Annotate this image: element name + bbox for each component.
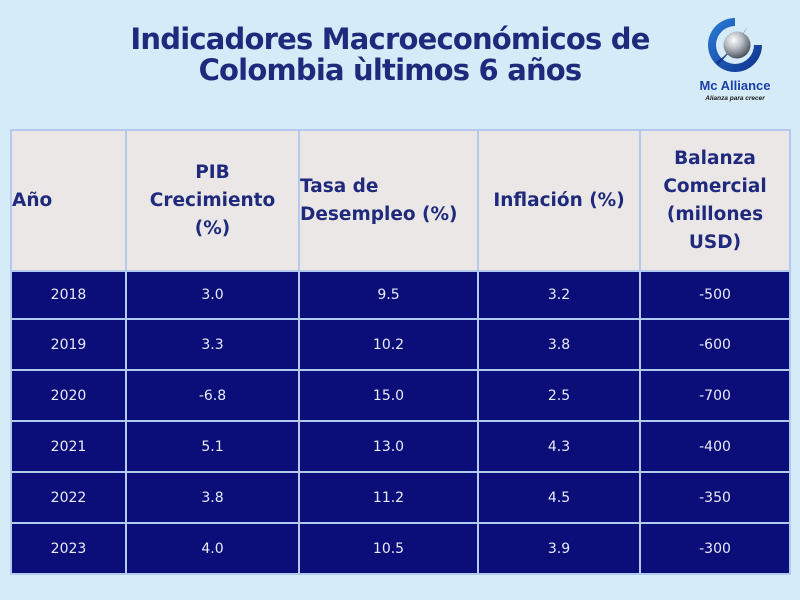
page-title-line-1: Indicadores Macroeconómicos de xyxy=(130,22,650,56)
logo-tagline: Alianza para crecer xyxy=(705,95,765,102)
cell-year: 2018 xyxy=(10,270,127,320)
cell-gdp-growth: 3.3 xyxy=(125,318,300,371)
cell-year: 2023 xyxy=(10,522,127,575)
cell-year: 2021 xyxy=(10,420,127,473)
cell-gdp-growth: 4.0 xyxy=(125,522,300,575)
cell-year: 2020 xyxy=(10,369,127,422)
page-title-line-2: Colombia ùltimos 6 años xyxy=(198,53,583,87)
cell-unemployment: 11.2 xyxy=(298,471,479,524)
table-row: 2020 -6.8 15.0 2.5 -700 xyxy=(10,369,791,422)
table-row: 2018 3.0 9.5 3.2 -500 xyxy=(10,270,791,320)
cell-inflation: 4.5 xyxy=(477,471,641,524)
globe-swoosh-icon xyxy=(708,18,762,72)
cell-inflation: 3.8 xyxy=(477,318,641,371)
table-row: 2023 4.0 10.5 3.9 -300 xyxy=(10,522,791,575)
mc-alliance-logo: Mc Alliance Alianza para crecer xyxy=(692,14,778,114)
cell-trade-balance: -400 xyxy=(639,420,791,473)
cell-gdp-growth: 3.8 xyxy=(125,471,300,524)
table-row: 2019 3.3 10.2 3.8 -600 xyxy=(10,318,791,371)
column-header-inflation: Inflación (%) xyxy=(477,129,641,272)
cell-unemployment: 15.0 xyxy=(298,369,479,422)
cell-gdp-growth: -6.8 xyxy=(125,369,300,422)
cell-unemployment: 10.2 xyxy=(298,318,479,371)
column-header-trade-balance: Balanza Comercial (millones USD) xyxy=(639,129,791,272)
cell-trade-balance: -300 xyxy=(639,522,791,575)
cell-year: 2019 xyxy=(10,318,127,371)
page-title: Indicadores Macroeconómicos de Colombia … xyxy=(60,24,720,86)
table-header-row: Año PIB Crecimiento (%) Tasa de Desemple… xyxy=(10,129,791,272)
cell-trade-balance: -600 xyxy=(639,318,791,371)
cell-gdp-growth: 5.1 xyxy=(125,420,300,473)
column-header-year: Año xyxy=(10,129,127,272)
column-header-unemployment: Tasa de Desempleo (%) xyxy=(298,129,479,272)
cell-trade-balance: -500 xyxy=(639,270,791,320)
logo-name: Mc Alliance xyxy=(699,78,771,93)
cell-inflation: 3.9 xyxy=(477,522,641,575)
cell-gdp-growth: 3.0 xyxy=(125,270,300,320)
cell-unemployment: 13.0 xyxy=(298,420,479,473)
cell-year: 2022 xyxy=(10,471,127,524)
cell-unemployment: 10.5 xyxy=(298,522,479,575)
cell-inflation: 2.5 xyxy=(477,369,641,422)
cell-trade-balance: -350 xyxy=(639,471,791,524)
cell-unemployment: 9.5 xyxy=(298,270,479,320)
table-row: 2022 3.8 11.2 4.5 -350 xyxy=(10,471,791,524)
indicators-table: Año PIB Crecimiento (%) Tasa de Desemple… xyxy=(10,129,791,575)
cell-trade-balance: -700 xyxy=(639,369,791,422)
cell-inflation: 3.2 xyxy=(477,270,641,320)
column-header-gdp-growth: PIB Crecimiento (%) xyxy=(125,129,300,272)
table-row: 2021 5.1 13.0 4.3 -400 xyxy=(10,420,791,473)
cell-inflation: 4.3 xyxy=(477,420,641,473)
